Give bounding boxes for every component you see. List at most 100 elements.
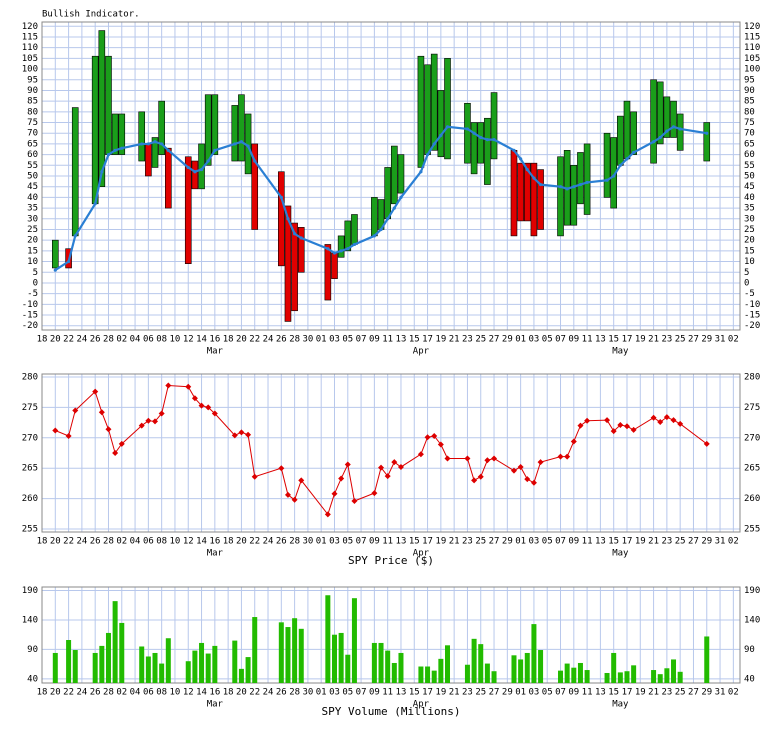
open-close-bar [51,239,59,269]
volume-bar [611,652,617,683]
open-close-bar [238,94,245,162]
average-point [678,127,682,131]
volume-bar [464,664,470,683]
average-point [239,140,244,144]
volume-bar [232,640,238,683]
x-tick-label: 22 [249,688,260,698]
plot-frame [41,21,741,331]
average-point [206,159,210,163]
average-point [326,247,330,251]
x-tick-label: 06 [143,688,154,698]
x-tick-label: 18 [37,335,48,345]
average-point [199,167,204,172]
open-close-bar [577,152,584,205]
x-tick-label: 02 [116,537,127,547]
y-tick-label-right: 5 [744,268,749,278]
x-tick-label: 19 [635,688,646,698]
average-point [286,217,290,221]
average-point [279,195,283,199]
x-tick-label: 18 [223,537,234,547]
average-point [472,131,476,135]
open-close-bar [537,169,544,230]
open-close-bar [510,150,518,237]
price-marker [165,382,172,389]
volume-bar [564,663,570,683]
x-tick-label: 27 [688,688,699,698]
month-label: Mar [207,700,224,710]
y-tick-label-right: 95 [744,75,755,85]
x-tick-label: 07 [356,537,367,547]
month-label: Apr [413,347,430,357]
y-tick-label: 95 [27,75,38,85]
volume-bar [278,622,284,683]
x-tick-label: 21 [449,688,460,698]
price-marker [623,423,630,430]
x-tick-label: 15 [608,537,619,547]
price-marker [138,422,145,429]
x-tick-label: 17 [422,335,433,345]
y-tick-label: 80 [27,107,38,117]
x-tick-label: 29 [502,688,513,698]
open-close-bar [371,197,378,237]
open-close-bar [623,100,631,160]
volume-bar [252,617,258,683]
y-tick-label: 90 [27,645,38,655]
x-tick-label: 04 [130,335,141,345]
x-tick-label: 21 [648,688,659,698]
average-point [558,185,563,189]
y-tick-label-right: 90 [744,645,755,655]
x-tick-label: 20 [236,688,247,698]
x-tick-label: 15 [608,335,619,345]
x-tick-label: 22 [249,335,260,345]
x-tick-label: 01 [316,335,327,345]
y-tick-label-right: 25 [744,225,755,235]
price-marker [145,417,152,424]
open-close-bar [424,64,431,155]
volume-bar [511,655,517,683]
x-tick-label: 27 [489,537,500,547]
x-tick-label: 11 [582,335,593,345]
price-marker [464,455,471,462]
y-tick-label: -5 [27,289,38,299]
x-tick-label: 15 [409,335,420,345]
volume-bar [617,672,623,683]
x-tick-label: 03 [329,688,340,698]
average-point [618,163,622,167]
volume-bar [657,674,663,683]
average-point [193,170,197,174]
average-point [399,195,403,199]
price-marker [72,407,79,414]
volume-bar [66,640,72,683]
average-point [146,142,150,146]
x-tick-label: 15 [409,537,420,547]
volume-bar [651,670,657,683]
x-tick-label: 23 [661,537,672,547]
x-tick-label: 31 [715,335,726,345]
volume-bar [192,650,198,683]
volume-bar [391,662,397,683]
average-point [293,232,297,236]
average-point [671,125,676,129]
volume-bar [631,665,637,683]
y-tick-label: 45 [27,182,38,192]
price-marker [331,490,338,497]
x-tick-label: 21 [449,537,460,547]
price-marker [231,432,238,439]
y-tick-label-right: 45 [744,182,755,192]
price-marker [397,463,404,470]
x-tick-label: 05 [342,335,353,345]
price-marker [284,491,291,498]
x-tick-label: 10 [170,537,181,547]
average-point [386,217,390,221]
volume-bar [538,650,544,683]
y-tick-label-right: 40 [744,193,755,203]
volume-bar [351,598,357,683]
open-close-bar [284,205,292,322]
price-marker [524,476,531,483]
x-tick-label: 01 [515,537,526,547]
average-point [492,138,496,142]
open-close-bar [617,115,624,166]
x-tick-label: 26 [90,537,101,547]
average-point [339,249,343,253]
average-point [651,140,656,144]
